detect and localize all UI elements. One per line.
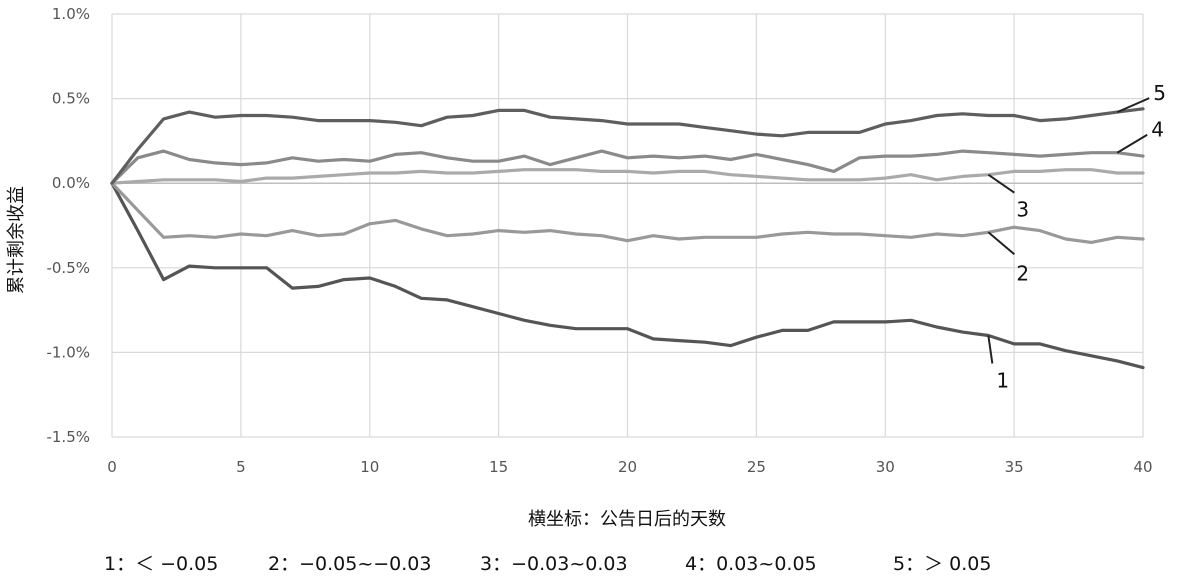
x-tick-label: 40 <box>1133 458 1152 476</box>
callout-label-2: 2 <box>1016 261 1029 285</box>
legend: 1：＜ −0.05 2：−0.05~−0.03 3：−0.03~0.03 4：0… <box>104 553 991 575</box>
axes: 0 5 10 15 20 25 30 35 40 1.0% 0.5% 0.0% -0.5% -1.0% -1… <box>46 5 1152 476</box>
y-tick-label: -1.5% <box>46 428 90 446</box>
y-tick-label: 0.5% <box>52 90 90 108</box>
callout-label-5: 5 <box>1153 81 1166 105</box>
legend-item-3: 3：−0.03~0.03 <box>480 553 628 575</box>
series-callouts: 1 2 3 4 5 <box>987 81 1166 392</box>
legend-item-2: 2：−0.05~−0.03 <box>268 553 431 575</box>
series-line-3 <box>110 168 1145 185</box>
y-axis-label: 累计剩余收益 <box>6 186 27 294</box>
legend-item-1: 1：＜ −0.05 <box>104 553 218 575</box>
callout-label-1: 1 <box>996 368 1009 392</box>
x-axis-label: 横坐标：公告日后的天数 <box>528 509 726 530</box>
y-tick-label: 0.0% <box>52 174 90 192</box>
callout-leader-5 <box>1116 97 1150 114</box>
x-tick-label: 20 <box>618 458 637 476</box>
x-tick-label: 35 <box>1005 458 1024 476</box>
y-tick-label: 1.0% <box>52 5 90 23</box>
series-line-1 <box>110 181 1145 370</box>
legend-item-4: 4：0.03~0.05 <box>685 553 817 575</box>
x-tick-label: 15 <box>489 458 508 476</box>
series-lines <box>110 107 1145 370</box>
legend-item-5: 5：＞ 0.05 <box>893 553 991 575</box>
x-tick-label: 0 <box>107 458 117 476</box>
series-line-4 <box>110 149 1145 185</box>
callout-leader-3 <box>987 173 1015 194</box>
y-tick-label: -0.5% <box>46 259 90 277</box>
x-tick-label: 25 <box>747 458 766 476</box>
x-tick-label: 30 <box>876 458 895 476</box>
y-tick-label: -1.0% <box>46 343 90 361</box>
grid <box>111 13 1144 438</box>
callout-leader-4 <box>1116 133 1148 154</box>
x-tick-label: 10 <box>360 458 379 476</box>
x-tick-label: 5 <box>236 458 246 476</box>
callout-leader-2 <box>987 231 1015 256</box>
callout-label-4: 4 <box>1151 118 1164 142</box>
callout-label-3: 3 <box>1016 198 1029 222</box>
callout-leader-1 <box>987 335 994 364</box>
series-line-2 <box>110 181 1145 244</box>
series-line-5 <box>110 107 1145 185</box>
